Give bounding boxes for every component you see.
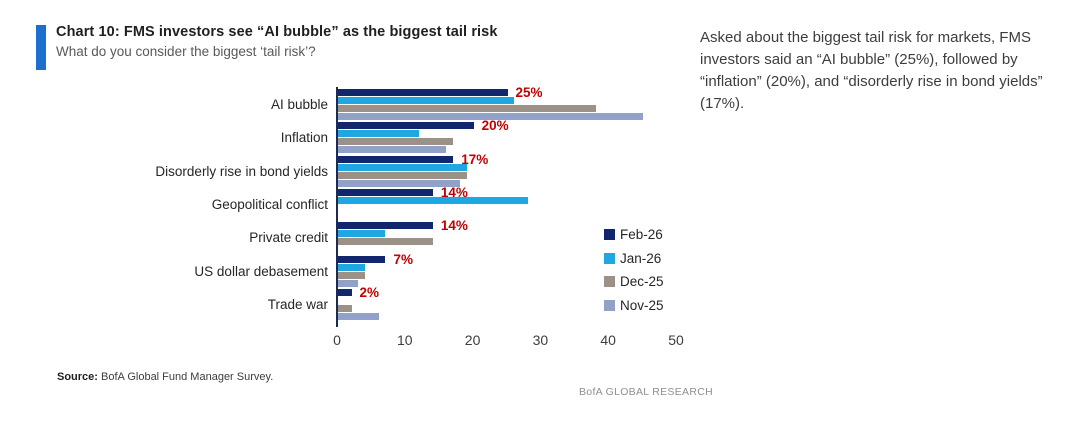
data-label: 14% xyxy=(440,218,468,234)
bar-nov-25 xyxy=(338,113,644,121)
bar-jan-26 xyxy=(338,230,386,238)
data-label: 2% xyxy=(359,284,380,300)
legend-label: Nov-25 xyxy=(620,297,664,313)
legend-item: Dec-25 xyxy=(604,270,664,294)
bar-dec-25 xyxy=(338,171,467,179)
source-note: Source: BofA Global Fund Manager Survey. xyxy=(57,371,273,383)
legend-label: Feb-26 xyxy=(620,227,663,243)
legend-item: Feb-26 xyxy=(604,223,664,247)
bar-feb-26 xyxy=(338,189,433,197)
bar-nov-25 xyxy=(338,279,359,287)
source-label: Source: xyxy=(57,371,98,383)
category-row: Disorderly rise in bond yields 17% xyxy=(0,151,700,188)
x-tick-label: 0 xyxy=(333,332,341,348)
title-accent-bar xyxy=(36,25,46,70)
legend-swatch xyxy=(604,299,615,311)
bar-jan-26 xyxy=(338,163,467,171)
bar-dec-25 xyxy=(338,304,352,312)
data-label: 20% xyxy=(481,118,509,134)
category-row: Inflation 20% xyxy=(0,118,700,154)
data-label: 7% xyxy=(393,251,413,267)
bar-feb-26 xyxy=(338,255,386,263)
bar-dec-25 xyxy=(338,138,454,146)
legend-swatch xyxy=(604,276,615,288)
x-tick-label: 40 xyxy=(600,332,616,348)
bar-jan-26 xyxy=(338,263,366,271)
bar-feb-26 xyxy=(338,288,352,296)
bar-dec-25 xyxy=(338,271,366,279)
category-row: US dollar debasement 7% xyxy=(0,251,700,287)
legend-label: Jan-26 xyxy=(620,250,662,266)
category-label: US dollar debasement xyxy=(194,263,328,279)
legend-item: Jan-26 xyxy=(604,247,664,271)
category-label: Disorderly rise in bond yields xyxy=(155,163,328,179)
legend-swatch xyxy=(604,252,615,264)
legend-swatch xyxy=(604,229,615,241)
y-axis-line xyxy=(336,87,338,327)
category-label: Inflation xyxy=(280,130,328,146)
data-label: 17% xyxy=(461,151,489,167)
bar-feb-26 xyxy=(338,155,454,163)
x-tick-label: 10 xyxy=(397,332,413,348)
category-label: Trade war xyxy=(267,296,328,312)
chart-legend: Feb-26 Jan-26 Dec-25 Nov-25 xyxy=(604,223,664,317)
source-text: BofA Global Fund Manager Survey. xyxy=(101,371,274,383)
data-label: 14% xyxy=(440,185,468,201)
x-tick-label: 50 xyxy=(668,332,684,348)
category-label: Geopolitical conflict xyxy=(211,197,328,213)
chart-subtitle: What do you consider the biggest ‘tail r… xyxy=(56,44,316,59)
bar-dec-25 xyxy=(338,238,433,246)
legend-item: Nov-25 xyxy=(604,294,664,318)
brand-footer: BofA GLOBAL RESEARCH xyxy=(579,386,713,398)
bar-jan-26 xyxy=(338,197,528,205)
bar-feb-26 xyxy=(338,89,508,97)
bar-nov-25 xyxy=(338,312,379,320)
bar-chart: AI bubble 25% Inflation 20% Disorderly rise … xyxy=(0,85,700,367)
bar-dec-25 xyxy=(338,105,596,113)
bar-feb-26 xyxy=(338,222,433,230)
category-row: Geopolitical conflict 14% xyxy=(0,185,700,221)
legend-label: Dec-25 xyxy=(620,274,664,290)
category-row: AI bubble 25% xyxy=(0,85,700,121)
category-row: Private credit 14% xyxy=(0,218,700,254)
category-label: AI bubble xyxy=(270,97,328,113)
x-tick-label: 30 xyxy=(532,332,549,348)
category-label: Private credit xyxy=(249,230,328,246)
summary-text: Asked about the biggest tail risk for ma… xyxy=(700,29,1043,113)
x-axis: 0 10 20 30 40 50 xyxy=(0,332,700,350)
chart-rows: AI bubble 25% Inflation 20% Disorderly rise … xyxy=(0,85,700,321)
bar-feb-26 xyxy=(338,122,474,130)
data-label: 25% xyxy=(515,85,543,101)
bar-nov-25 xyxy=(338,146,447,154)
bar-jan-26 xyxy=(338,97,515,105)
chart-title: Chart 10: FMS investors see “AI bubble” … xyxy=(56,24,498,40)
x-tick-label: 20 xyxy=(464,332,481,348)
bar-nov-25 xyxy=(338,179,461,187)
bar-jan-26 xyxy=(338,130,420,138)
category-row: Trade war 2% xyxy=(0,284,700,321)
